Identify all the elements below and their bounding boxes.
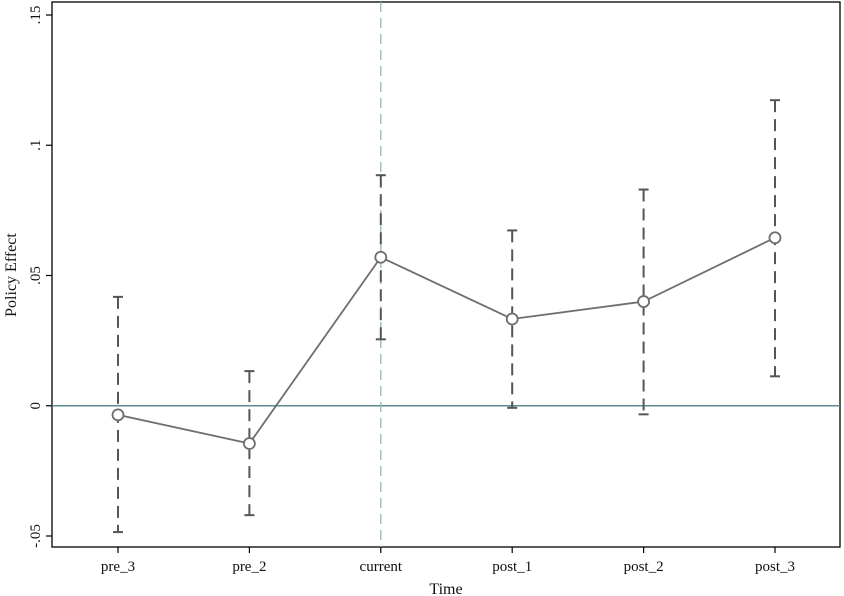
x-axis: pre_3 pre_2 current post_1 post_2 post_3 <box>101 547 795 575</box>
y-axis: -.05 0 .05 .1 .15 <box>28 6 52 548</box>
y-tick-label: -.05 <box>28 524 44 548</box>
confidence-intervals <box>113 99 780 534</box>
estimate-point-pre_3 <box>111 408 125 422</box>
y-tick-label: .15 <box>28 6 44 25</box>
estimate-point-post_3 <box>768 231 782 245</box>
plot-frame <box>51 1 841 548</box>
x-axis-title: Time <box>429 581 462 596</box>
estimate-point-post_2 <box>637 295 650 308</box>
x-tick-label-pre_3: pre_3 <box>101 559 135 575</box>
x-tick-label-post_3: post_3 <box>755 559 795 575</box>
y-axis-title: Policy Effect <box>3 233 20 317</box>
estimate-line <box>117 236 776 445</box>
estimate-points <box>111 231 782 450</box>
estimate-series-line <box>117 236 776 445</box>
y-tick-label: .05 <box>28 266 44 285</box>
x-tick-label-current: current <box>360 559 403 575</box>
y-tick-label: 0 <box>28 402 44 410</box>
y-tick-label: .1 <box>28 140 44 151</box>
x-tick-label-post_2: post_2 <box>624 559 664 575</box>
estimate-point-pre_2 <box>242 437 256 450</box>
reference-lines <box>52 2 840 547</box>
x-tick-label-post_1: post_1 <box>492 559 532 575</box>
estimate-point-post_1 <box>505 312 519 326</box>
estimate-point-current <box>374 250 388 264</box>
x-tick-label-pre_2: pre_2 <box>232 559 266 575</box>
